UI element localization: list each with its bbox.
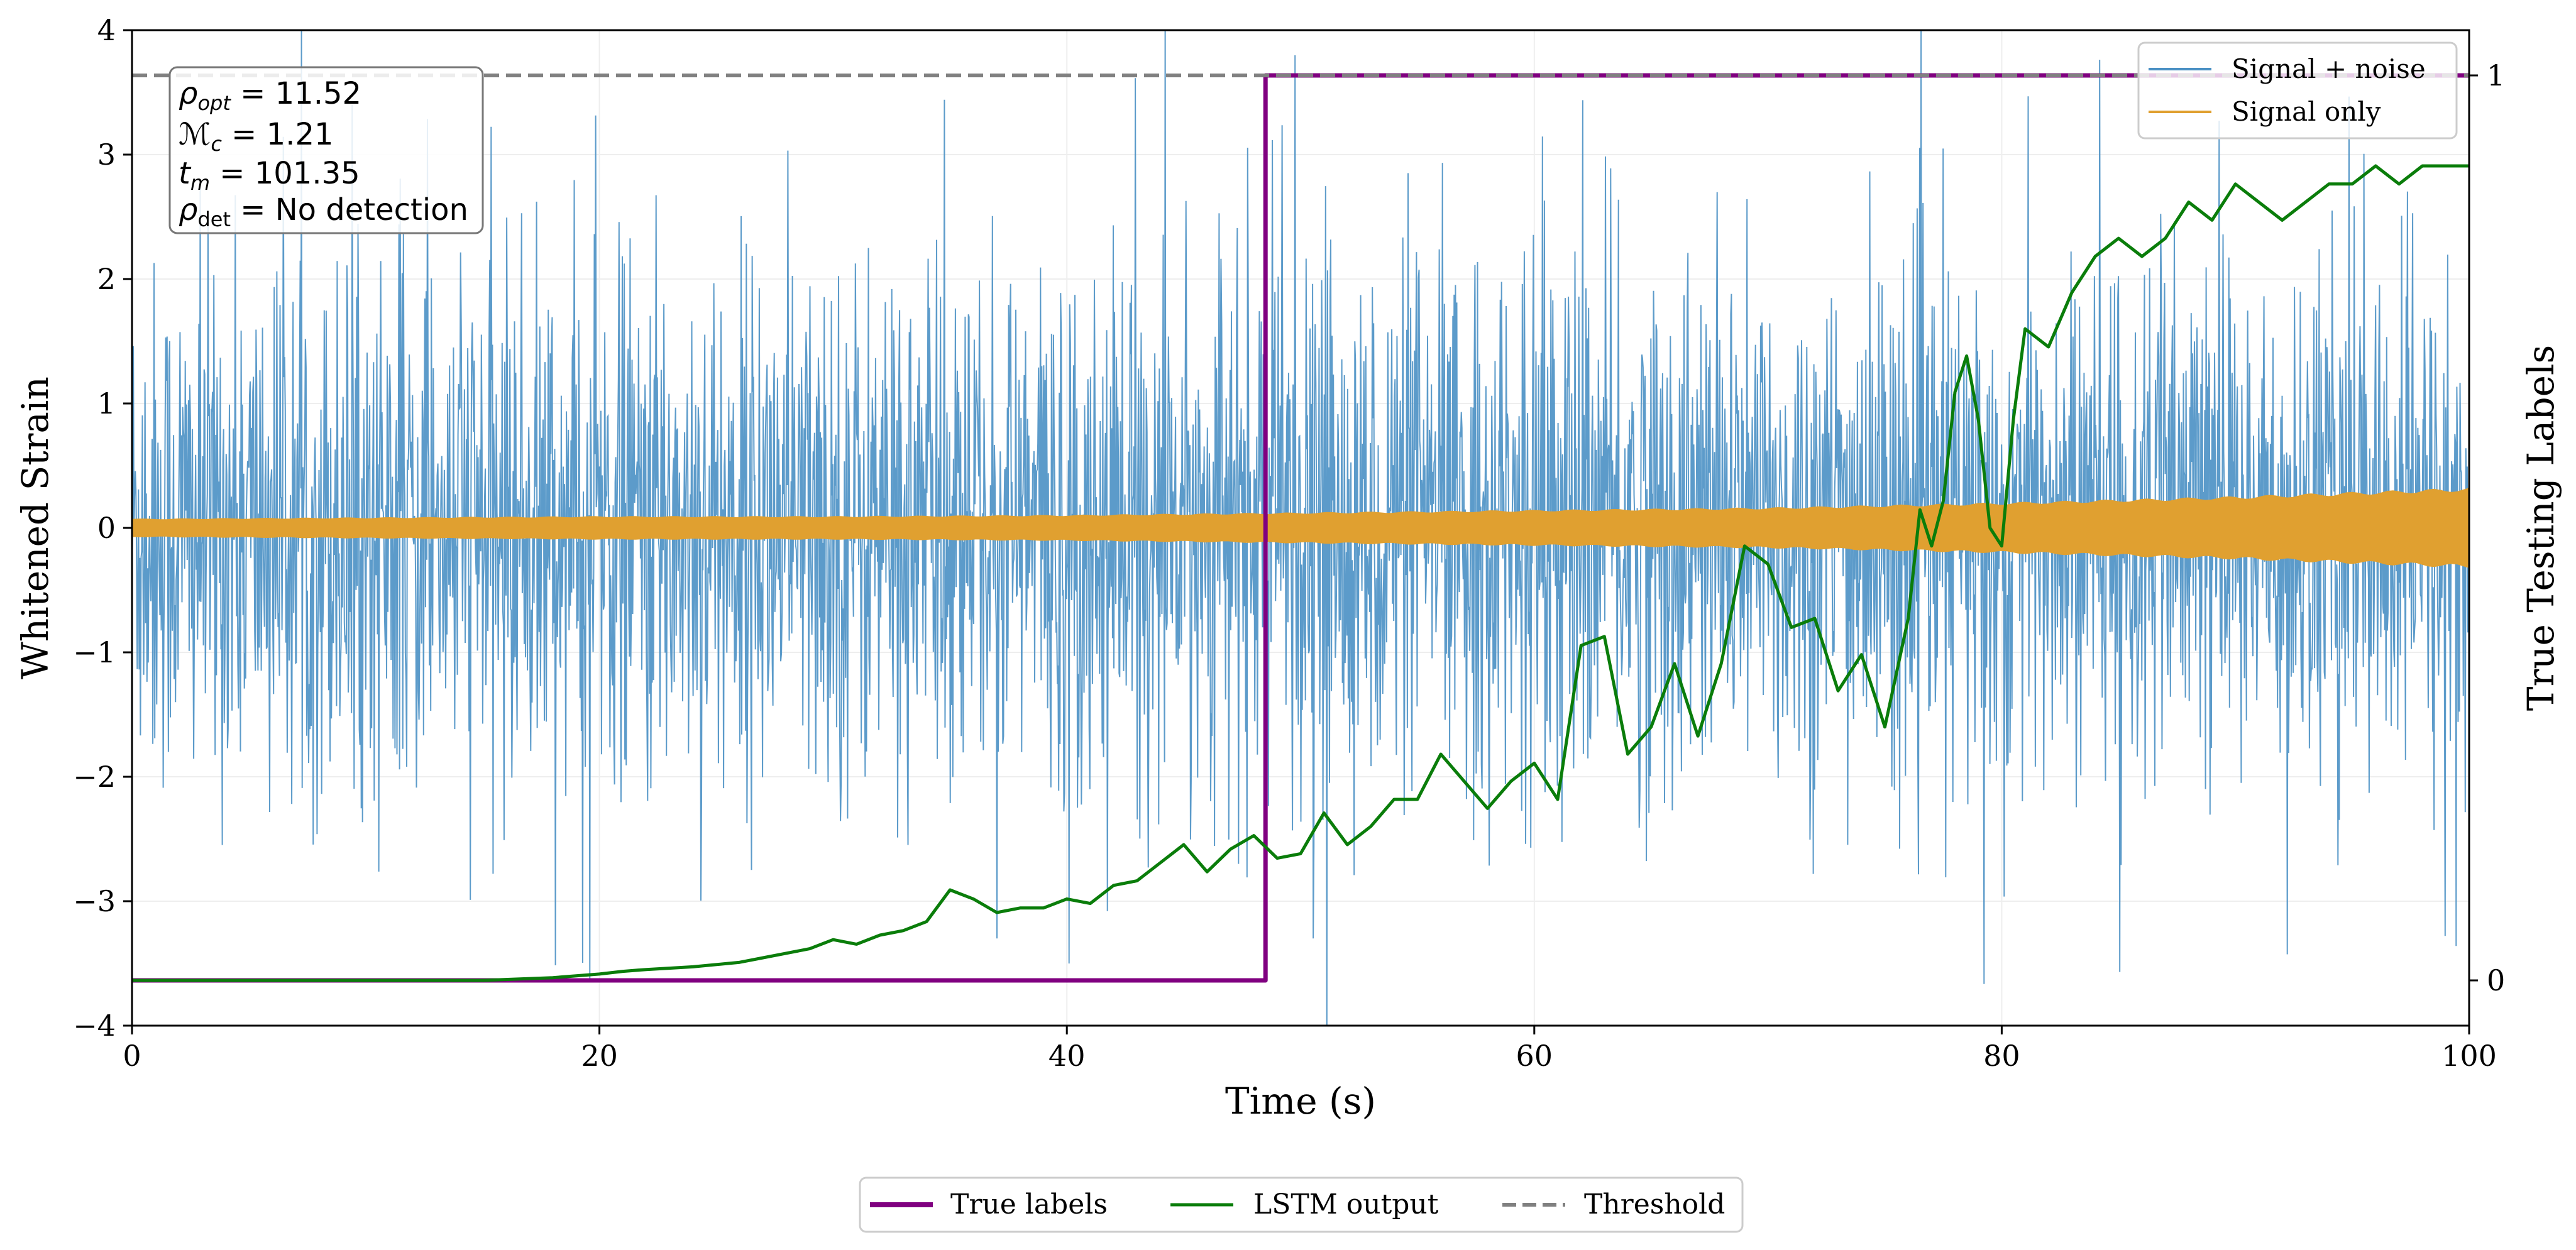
signal-only-series [132,488,2469,568]
y-tick-label-left: −4 [73,1009,116,1043]
y-tick-label-left: 2 [97,262,116,296]
y-axis-label-right: True Testing Labels [2519,345,2562,711]
x-tick-label: 80 [1983,1039,2020,1073]
legend-top-frame [2137,41,2458,140]
info-box: ρopt = 11.52 ℳc = 1.21 tm = 101.35 ρdet … [168,66,484,234]
info-box-frame [168,66,484,234]
y-tick-label-right: 1 [2487,58,2505,92]
y-tick-label-left: −2 [73,760,116,794]
lstm-output-line [132,164,2469,982]
label-series-layer [132,73,2469,983]
legend-label-signal-noise: Signal + noise [2232,53,2426,84]
signal-noise-line [132,30,2469,1026]
x-tick-label: 60 [1516,1039,1553,1073]
y-tick-label-left: −3 [73,884,116,918]
x-tick-label: 20 [581,1039,618,1073]
x-tick-label: 40 [1049,1039,1086,1073]
signal-noise-series [132,30,2469,1026]
legend-label-true-labels: True labels [950,1188,1108,1220]
y-axis-label-left: Whitened Strain [14,376,57,679]
legend-label-lstm-output: LSTM output [1253,1188,1439,1220]
legend-label-threshold: Threshold [1584,1188,1725,1220]
y-tick-label-left: 1 [97,387,116,420]
info-tm: tm = 101.35 [179,156,360,195]
legend-top-right: Signal + noise Signal only [2137,41,2458,140]
true-labels-line [132,73,2469,983]
x-axis: 0 20 40 60 80 100 [123,1026,2497,1073]
y-tick-label-left: 0 [97,511,116,545]
legend-bottom-frame [859,1176,1744,1233]
info-rho-det: ρdet = No detection [179,192,468,231]
legend-label-signal-only: Signal only [2232,96,2381,127]
signal-only-band [132,488,2469,568]
y-tick-label-right: 0 [2487,963,2505,997]
y-axis-right: 01 [2469,58,2505,997]
x-tick-label: 0 [123,1039,141,1073]
x-axis-label: Time (s) [1225,1080,1376,1122]
info-rho-opt: ρopt = 11.52 [179,76,361,115]
info-mc: ℳc = 1.21 [179,117,334,156]
y-tick-label-left: 3 [97,138,116,172]
legend-bottom: True labels LSTM output Threshold [859,1176,1744,1233]
y-axis-left: −4 −3 −2 −1 0 1 2 3 4 [73,13,132,1043]
y-tick-label-left: 4 [97,13,116,47]
x-tick-label: 100 [2441,1039,2497,1073]
y-tick-label-left: −1 [73,635,116,669]
